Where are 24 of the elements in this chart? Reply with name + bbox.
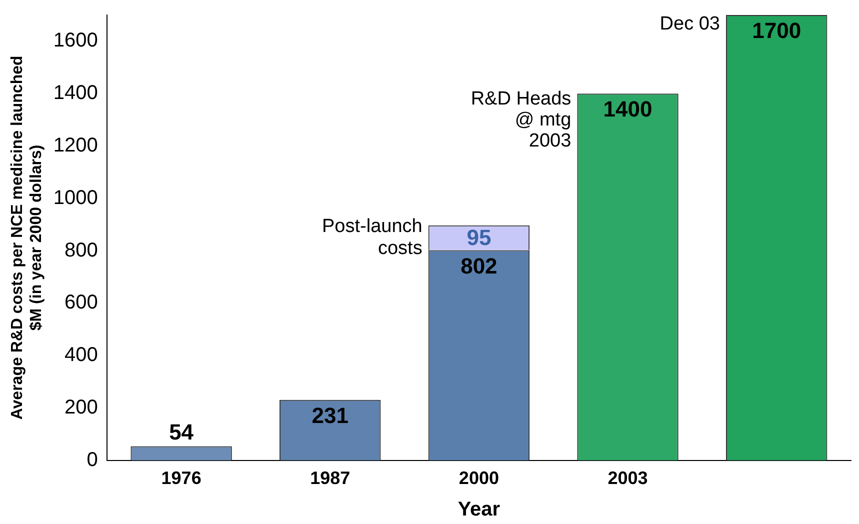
data-label: 54 (169, 419, 194, 444)
y-tick-label: 200 (64, 396, 98, 419)
y-tick-label: 600 (64, 292, 98, 314)
y-tick-label: 800 (64, 239, 98, 262)
x-tick-label: 2000 (458, 468, 499, 488)
data-label: 1700 (752, 18, 802, 44)
data-label: 1400 (603, 96, 652, 122)
y-tick-label: 0 (86, 448, 98, 471)
series-label: Post-launch costs (322, 216, 422, 260)
data-label: 802 (460, 253, 498, 278)
y-tick-label: 1200 (53, 134, 98, 157)
y-tick-label: 400 (64, 344, 98, 366)
x-tick-label: 2003 (608, 468, 648, 488)
data-label: 95 (466, 224, 492, 250)
y-tick-label: 1400 (53, 82, 98, 104)
data-label: 231 (312, 402, 348, 428)
x-tick-label: 1987 (310, 468, 350, 488)
x-tick-label: 1976 (161, 468, 202, 488)
annotation: R&D Heads @ mtg 2003 (470, 88, 572, 152)
y-tick-label: 1000 (53, 186, 98, 209)
annotation: Dec 03 (660, 14, 720, 35)
x-axis-title: Year (458, 498, 500, 521)
y-axis-title: Average R&D costs per NCE medicine launched $M (in year 2000 dollars) (9, 56, 46, 420)
y-tick-label: 1600 (53, 30, 98, 52)
